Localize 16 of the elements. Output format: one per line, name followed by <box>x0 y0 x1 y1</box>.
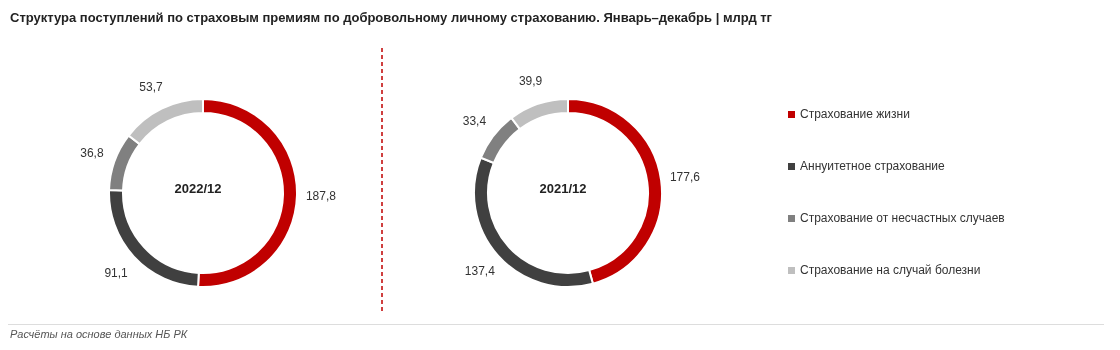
legend-label: Страхование от несчастных случаев <box>800 211 1005 225</box>
legend-label: Страхование жизни <box>800 107 910 121</box>
data-label: 187,8 <box>305 189 337 204</box>
data-label: 177,6 <box>669 170 701 185</box>
data-label: 91,1 <box>104 265 129 280</box>
data-label: 137,4 <box>464 264 496 279</box>
text: 2021/12 <box>539 180 587 196</box>
chart-title: Структура поступлений по страховым премиям по добровольному личному страхованию. Январь–декабрь | млрд тг <box>10 10 773 25</box>
data-label: 39,9 <box>518 74 543 89</box>
legend-label: Аннуитетное страхование <box>800 159 945 173</box>
text: 2022/12 <box>174 180 222 196</box>
legend-label: Страхование на случай болезни <box>800 263 981 277</box>
data-label: 36,8 <box>80 146 104 161</box>
data-label: 53,7 <box>139 80 163 95</box>
text: Расчёты на основе данных НБ РК <box>10 328 188 340</box>
data-label: 33,4 <box>462 114 487 129</box>
